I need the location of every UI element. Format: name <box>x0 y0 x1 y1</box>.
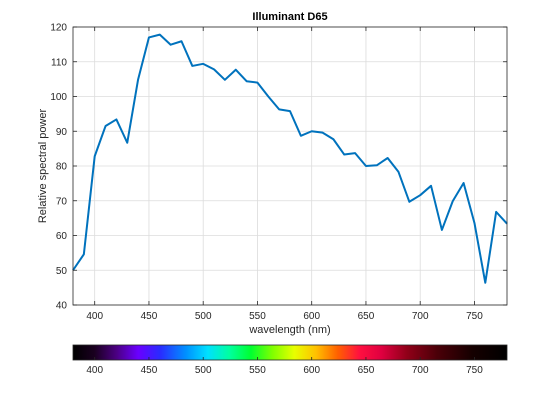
spectrum-colorbar <box>72 344 508 361</box>
x-tick-label: 600 <box>303 311 320 322</box>
chart-title: Illuminant D65 <box>252 11 327 23</box>
x-tick-label: 450 <box>141 311 158 322</box>
colorbar-tick-label: 750 <box>466 365 483 376</box>
y-tick-label: 50 <box>56 266 68 277</box>
x-tick-label: 700 <box>412 311 429 322</box>
colorbar-tick-label: 700 <box>412 365 429 376</box>
colorbar-ticks: 400 450 500 550 600 650 700 750 <box>86 357 483 376</box>
x-axis-label: wavelength (nm) <box>248 324 330 336</box>
y-tick-label: 110 <box>51 57 67 68</box>
y-axis-label: Relative spectral power <box>37 109 49 224</box>
colorbar-tick-label: 450 <box>141 365 158 376</box>
y-tick-label: 90 <box>56 127 68 138</box>
ticks: 400 450 500 550 600 650 700 750 40 50 60 70 80 90 100 1… <box>50 23 507 322</box>
colorbar-tick-label: 500 <box>195 365 212 376</box>
series-line <box>72 33 508 284</box>
y-tick-label: 100 <box>50 92 67 103</box>
x-tick-label: 550 <box>249 311 266 322</box>
y-tick-label: 70 <box>56 196 68 207</box>
y-tick-label: 40 <box>56 301 68 312</box>
colorbar-tick-label: 600 <box>303 365 320 376</box>
colorbar-tick-label: 400 <box>86 365 103 376</box>
colorbar-tick-label: 550 <box>249 365 266 376</box>
colorbar-tick-label: 650 <box>358 365 375 376</box>
x-tick-label: 750 <box>466 311 483 322</box>
x-tick-label: 500 <box>195 311 212 322</box>
x-tick-label: 400 <box>86 311 103 322</box>
y-tick-label: 80 <box>56 162 68 173</box>
y-tick-label: 60 <box>56 231 68 242</box>
x-tick-label: 650 <box>358 311 375 322</box>
y-tick-label: 120 <box>50 23 67 34</box>
